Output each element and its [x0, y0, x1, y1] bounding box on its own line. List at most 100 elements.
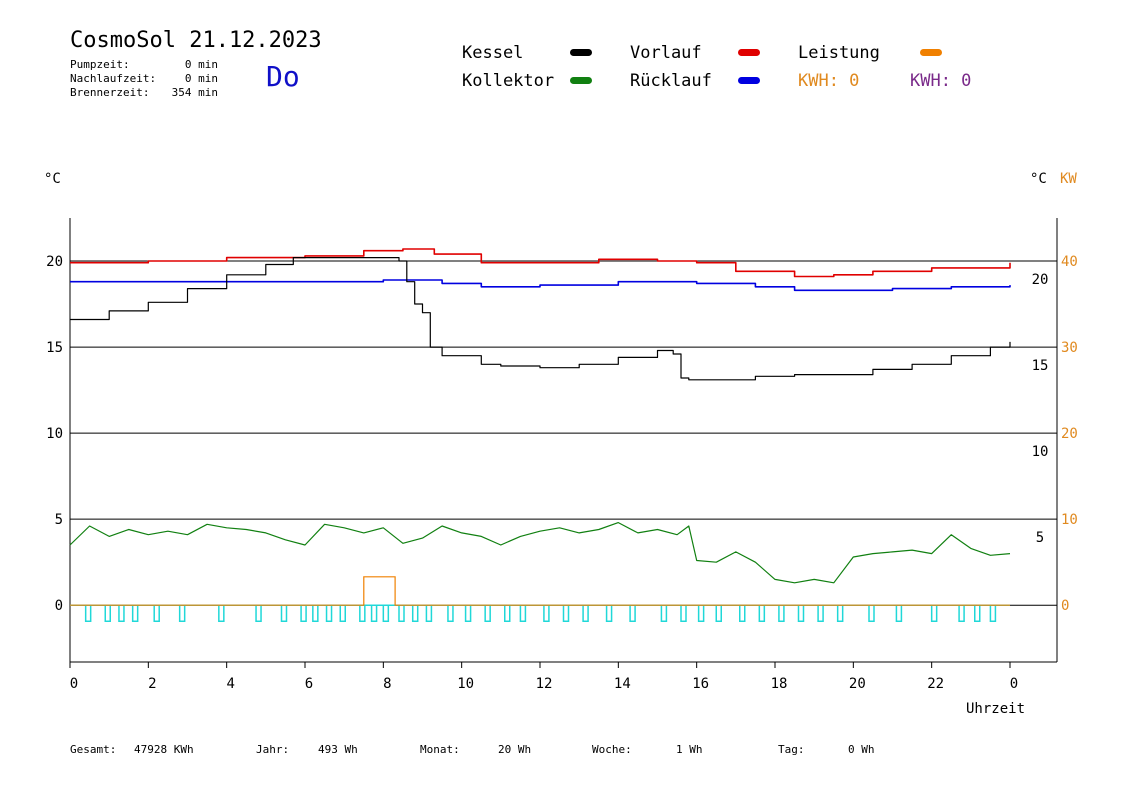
- footer-monat-value: 20 Wh: [498, 743, 532, 756]
- pump-cycle-20: [464, 605, 472, 622]
- pump-cycle-29: [660, 605, 668, 622]
- y-left-tick-10: 10: [46, 426, 63, 442]
- pump-cycle-15: [382, 605, 390, 622]
- pump-cycle-13: [359, 605, 366, 622]
- footer-tag-value: 0 Wh: [848, 743, 875, 756]
- pump-cycle-5: [178, 605, 186, 622]
- pump-cycle-33: [739, 605, 746, 622]
- pump-cycle-12: [339, 605, 346, 622]
- stat-value-nachlaufzeit: 0 min: [184, 72, 218, 85]
- stat-label-brennerzeit: Brennerzeit:: [70, 86, 150, 99]
- y-right-c-tick-10: 10: [1032, 444, 1049, 460]
- stat-label-nachlaufzeit: Nachlaufzeit:: [70, 72, 157, 85]
- x-tick-label-8: 16: [692, 676, 709, 692]
- pump-cycle-26: [582, 605, 589, 622]
- x-tick-label-3: 6: [305, 676, 313, 692]
- footer-tag-label: Tag:: [778, 743, 805, 756]
- stat-label-pumpzeit: Pumpzeit:: [70, 58, 130, 71]
- pump-cycle-9: [300, 605, 307, 622]
- pump-cycle-17: [411, 605, 419, 622]
- x-tick-label-9: 18: [771, 676, 788, 692]
- series-kessel: [70, 257, 1011, 381]
- pump-cycle-37: [817, 605, 824, 622]
- footer-gesamt-value: 47928 KWh: [134, 743, 194, 756]
- footer-jahr-label: Jahr:: [256, 743, 290, 756]
- y-right-c-tick-5: 5: [1036, 530, 1044, 546]
- pump-cycle-24: [543, 605, 550, 622]
- legend-leistung-swatch: [920, 49, 942, 56]
- y-left-tick-0: 0: [55, 598, 63, 614]
- weekday-label: Do: [266, 60, 300, 93]
- pump-cycle-31: [697, 605, 705, 622]
- footer-monat-label: Monat:: [420, 743, 460, 756]
- pump-cycle-39: [868, 605, 875, 622]
- pump-cycle-8: [280, 605, 288, 622]
- x-tick-label-10: 20: [849, 676, 866, 692]
- footer-gesamt-label: Gesamt:: [70, 743, 117, 756]
- x-tick-label-12: 0: [1010, 676, 1018, 692]
- pump-cycle-44: [989, 605, 997, 622]
- series-vorlauf: [70, 248, 1011, 278]
- y-right-c-tick-20: 20: [1032, 272, 1049, 288]
- pump-cycle-28: [629, 605, 636, 622]
- pump-cycle-34: [758, 605, 766, 622]
- pump-cycle-7: [255, 605, 262, 622]
- legend-kwh-purple: KWH: 0: [910, 71, 972, 91]
- pump-cycle-1: [104, 605, 111, 622]
- series-kollektor: [69, 522, 1011, 584]
- legend-kessel-label: Kessel: [462, 43, 524, 63]
- legend-ruecklauf-swatch: [738, 77, 760, 84]
- pump-cycle-36: [797, 605, 805, 622]
- x-tick-label-7: 14: [614, 676, 631, 692]
- y-left-tick-5: 5: [55, 512, 63, 528]
- stat-value-pumpzeit: 0 min: [184, 58, 218, 71]
- pump-cycle-6: [218, 605, 225, 622]
- legend-kessel-swatch: [570, 49, 592, 56]
- pump-cycle-11: [325, 605, 333, 622]
- pump-cycle-16: [398, 605, 405, 622]
- y-right-kw-tick-10: 10: [1061, 512, 1078, 528]
- left-axis-unit: °C: [44, 171, 61, 187]
- x-tick-label-1: 2: [148, 676, 156, 692]
- x-tick-label-2: 4: [226, 676, 234, 692]
- pump-cycle-41: [930, 605, 938, 622]
- right-axis-unit-kw: KW: [1060, 171, 1077, 187]
- y-right-kw-tick-40: 40: [1061, 254, 1078, 270]
- pump-cycle-42: [958, 605, 965, 622]
- legend-leistung-label: Leistung: [798, 43, 880, 63]
- y-right-kw-tick-0: 0: [1061, 598, 1069, 614]
- footer-woche-label: Woche:: [592, 743, 632, 756]
- x-tick-label-0: 0: [70, 676, 78, 692]
- x-axis-label: Uhrzeit: [966, 701, 1026, 717]
- chart-title: CosmoSol 21.12.2023: [70, 28, 322, 53]
- pump-cycle-2: [118, 605, 125, 622]
- legend-vorlauf-label: Vorlauf: [630, 43, 702, 63]
- footer-jahr-value: 493 Wh: [318, 743, 358, 756]
- pump-cycle-40: [895, 605, 903, 622]
- pump-cycle-0: [84, 605, 92, 622]
- pump-cycle-30: [680, 605, 687, 622]
- x-tick-label-5: 10: [457, 676, 474, 692]
- pump-cycle-27: [605, 605, 613, 622]
- pump-cycle-35: [778, 605, 785, 622]
- pump-cycle-25: [562, 605, 570, 622]
- y-right-kw-tick-20: 20: [1061, 426, 1078, 442]
- x-tick-label-11: 22: [927, 676, 944, 692]
- pump-cycle-3: [131, 605, 139, 622]
- series-ruecklauf: [70, 279, 1011, 292]
- right-axis-unit-c: °C: [1030, 171, 1047, 187]
- pump-cycle-14: [370, 605, 378, 622]
- pump-cycle-38: [836, 605, 844, 622]
- pump-cycle-32: [715, 605, 722, 622]
- pump-cycle-43: [974, 605, 981, 622]
- pump-cycle-22: [504, 605, 511, 622]
- legend-ruecklauf-label: Rücklauf: [630, 71, 712, 91]
- legend-kwh-orange: KWH: 0: [798, 71, 860, 91]
- y-left-tick-20: 20: [46, 254, 63, 270]
- stat-value-brennerzeit: 354 min: [171, 86, 218, 99]
- legend-kollektor-swatch: [570, 77, 592, 84]
- legend-kollektor-label: Kollektor: [462, 71, 555, 91]
- y-left-tick-15: 15: [46, 340, 63, 356]
- y-right-kw-tick-30: 30: [1061, 340, 1078, 356]
